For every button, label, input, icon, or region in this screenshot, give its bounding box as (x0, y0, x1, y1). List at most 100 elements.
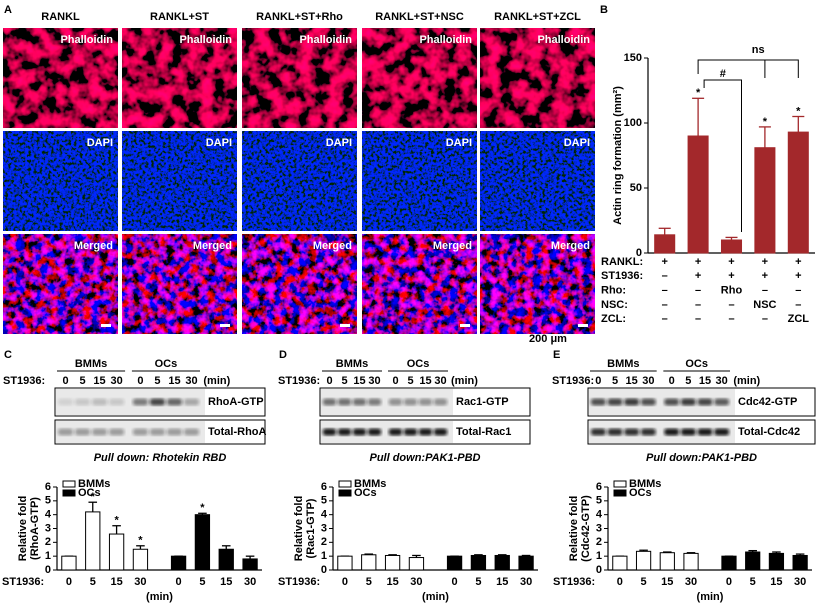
blot-band (640, 398, 656, 406)
blot-band (132, 428, 149, 436)
y-tick-label: 4 (321, 509, 328, 521)
comparison-label: # (720, 68, 726, 80)
stain-label: Phalloidin (60, 34, 113, 46)
y-tick-label: 50 (630, 182, 642, 194)
bar (768, 552, 785, 571)
treatment-mark: + (762, 270, 768, 282)
legend-swatch (613, 489, 627, 497)
x-tick-label: 0 (617, 576, 623, 588)
blot-band (418, 398, 433, 406)
blot-band (183, 428, 200, 436)
column-header: RANKL+ST+NSC (375, 11, 464, 23)
blot-membrane (589, 421, 735, 443)
blot-band (149, 398, 166, 406)
time-label: 5 (79, 375, 85, 387)
time-label: 15 (353, 375, 365, 387)
blot-membrane (321, 421, 453, 443)
blot-band (714, 428, 730, 436)
bar (384, 554, 401, 571)
treatment-mark: + (762, 256, 768, 268)
scale-bar (460, 324, 470, 327)
blot-band (149, 428, 166, 436)
stain-label: DAPI (206, 137, 232, 149)
group-label: BMMs (607, 358, 639, 370)
micrograph (480, 131, 595, 231)
scale-bar (101, 324, 111, 327)
stain-label: DAPI (564, 137, 590, 149)
micrograph (3, 28, 118, 128)
y-tick-label: 6 (45, 481, 51, 493)
y-tick-label: 6 (321, 481, 327, 493)
significance: * (138, 535, 143, 547)
blot-band (714, 398, 730, 406)
time-label: 5 (341, 375, 347, 387)
x-tick-label: 30 (794, 576, 806, 588)
treatment-mark: + (728, 270, 734, 282)
y-tick-label: 2 (321, 536, 327, 548)
y-tick-label: 0 (596, 564, 602, 576)
y-tick-label: 0 (636, 247, 642, 259)
x-tick-label: 5 (475, 576, 481, 588)
blot-band (132, 398, 149, 406)
micrograph (3, 131, 118, 231)
stain-label: Merged (193, 240, 232, 252)
micrograph (3, 234, 118, 334)
panel-label: E (553, 349, 560, 361)
time-label: 15 (419, 375, 431, 387)
treatment-label: ZCL: (601, 313, 626, 325)
bar (194, 514, 211, 571)
blot-band (367, 428, 382, 436)
x-axis-label: ST1936: (553, 576, 595, 588)
time-label: 0 (137, 375, 143, 387)
significance: * (114, 515, 119, 527)
time-unit: (min) (451, 375, 478, 387)
legend-swatch (62, 480, 76, 488)
x-tick-label: 0 (342, 576, 348, 588)
time-label: 0 (595, 375, 601, 387)
pulldown-label: Pull down: Rhotekin RBD (94, 452, 227, 464)
x-tick-label: 5 (199, 576, 205, 588)
panel-label: B (600, 4, 608, 16)
time-unit: (min) (203, 375, 230, 387)
y-tick-label: 2 (45, 536, 51, 548)
blot-band (337, 428, 352, 436)
bar (61, 555, 77, 571)
band-label: Total-Cdc42 (738, 426, 800, 438)
scale-bar (578, 324, 588, 327)
bar (721, 555, 737, 571)
significance: * (200, 502, 205, 514)
blot-band (664, 398, 680, 406)
x-tick-label: 5 (366, 576, 372, 588)
legend-label: OCs (629, 487, 652, 499)
x-tick-label: 30 (520, 576, 532, 588)
blot-membrane (56, 421, 205, 443)
blot-band (388, 428, 403, 436)
time-label: 0 (669, 375, 675, 387)
blot-band (418, 428, 433, 436)
stain-label: Phalloidin (419, 34, 472, 46)
x-tick-label: 15 (770, 576, 782, 588)
blot-band (624, 428, 640, 436)
time-label: 30 (434, 375, 446, 387)
bar (242, 558, 258, 571)
time-label: 15 (626, 375, 638, 387)
x-tick-label: 5 (641, 576, 647, 588)
blot-band (108, 428, 125, 436)
treatment-mark: – (662, 313, 668, 325)
y-tick-label: 1 (45, 550, 51, 562)
treatment-mark: – (762, 285, 768, 297)
blot-band (166, 428, 183, 436)
bar (745, 551, 761, 571)
time-label: 30 (642, 375, 654, 387)
blot-band (640, 428, 656, 436)
x-tick-label: 30 (410, 576, 422, 588)
blot-band (624, 398, 640, 406)
treatment-label: NSC: (601, 299, 628, 311)
blot-band (607, 398, 623, 406)
legend-label: OCs (354, 487, 377, 499)
bar (108, 533, 125, 571)
significance: * (696, 87, 701, 99)
bar (337, 555, 353, 571)
treatment-mark: + (695, 270, 701, 282)
y-tick-label: 1 (321, 550, 327, 562)
